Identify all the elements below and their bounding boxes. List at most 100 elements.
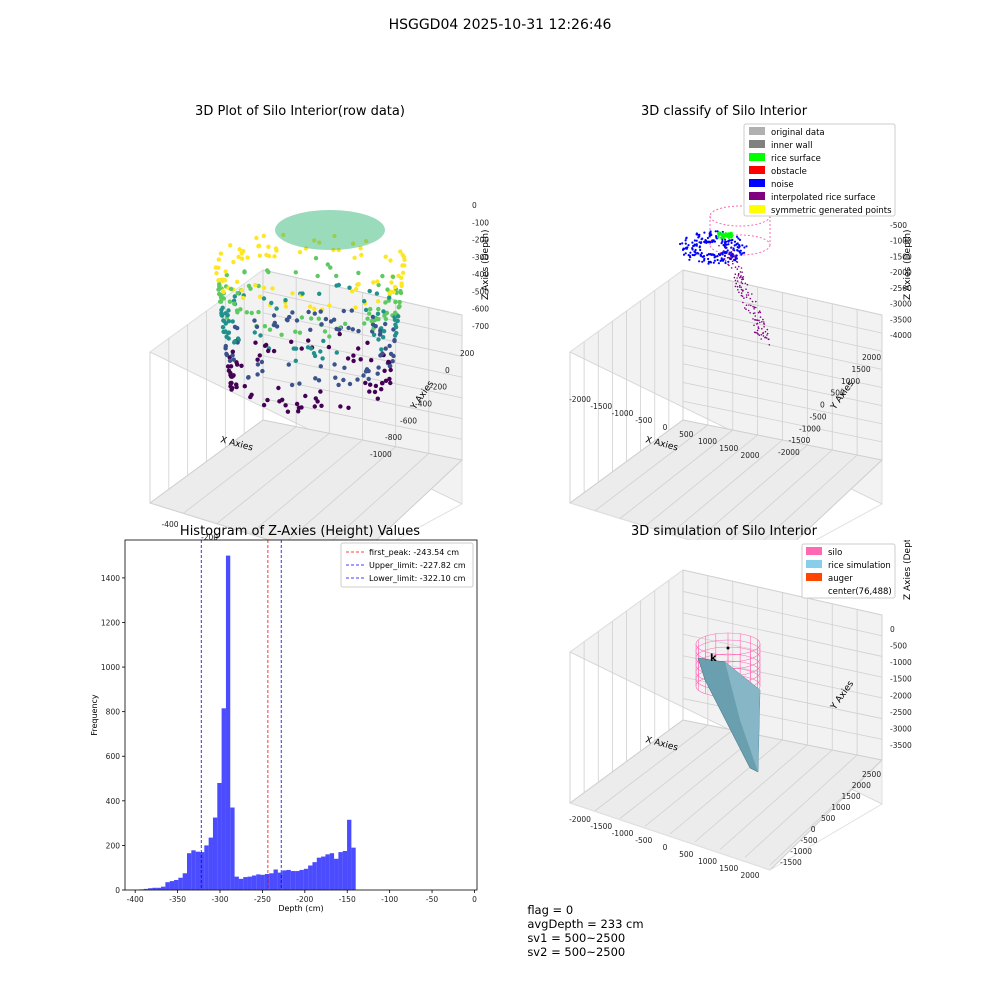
raw-data-point	[376, 337, 381, 342]
classify-interpolated-point	[760, 338, 762, 340]
raw-data-point	[267, 327, 273, 332]
raw-data-point	[249, 392, 254, 397]
raw-data-point	[351, 358, 356, 364]
classify-interpolated-point	[728, 252, 731, 254]
classify-interpolated-point	[742, 276, 745, 278]
classify-noise-point	[697, 252, 700, 255]
classify-noise-point	[740, 253, 743, 256]
classify-interpolated-point	[752, 312, 755, 315]
histogram-bar	[251, 875, 257, 890]
classify-interpolated-point	[749, 297, 752, 300]
raw-data-point	[252, 318, 257, 323]
histogram-legend: first_peak: -243.54 cm Upper_limit: -227.…	[340, 542, 474, 588]
raw-data-point	[261, 233, 266, 239]
raw-data-point	[370, 314, 376, 320]
simulation-legend-swatch	[806, 560, 822, 568]
classify-rice-point	[729, 235, 732, 238]
raw-data-point	[379, 347, 384, 352]
histogram-xlabel: Depth (cm)	[278, 904, 323, 913]
histogram-bar	[221, 708, 226, 890]
classify-interpolated-point	[741, 290, 744, 292]
raw-data-point	[235, 279, 240, 284]
raw-data-point	[256, 243, 262, 248]
classify-interpolated-point	[761, 328, 763, 330]
classify-noise-point	[691, 241, 694, 244]
raw-data-point	[270, 286, 275, 291]
raw-data-point	[223, 311, 228, 316]
raw-data-point	[343, 321, 348, 326]
classify-noise-point	[708, 232, 711, 235]
raw-data-point	[327, 303, 332, 308]
classify-interpolated-point	[752, 305, 754, 308]
classify-z-tick-label: -1000	[890, 237, 912, 246]
classify-interpolated-point	[747, 294, 750, 296]
classify-rice-point	[725, 234, 728, 237]
raw-data-point	[239, 256, 245, 261]
classify-noise-point	[684, 239, 687, 242]
histogram-bar	[217, 782, 222, 890]
raw-data-point	[392, 284, 398, 290]
classify-interpolated-point	[764, 330, 767, 333]
histogram-xtick-label: -300	[211, 895, 228, 904]
classify-interpolated-point	[748, 304, 750, 306]
raw-z-tick-label: -500	[472, 287, 489, 296]
classify-noise-point	[738, 238, 742, 241]
classify-interpolated-point	[734, 273, 737, 275]
simulation-x-tick-label: 0	[663, 843, 668, 852]
simulation-plot-title: 3D simulation of Silo Interior	[631, 524, 817, 539]
raw-z-tick-label: -300	[472, 253, 489, 262]
raw-data-point	[356, 346, 361, 351]
raw-3d-plot: -400-20002004002000-200-400-600-800-1000…	[148, 201, 491, 540]
classify-interpolated-point	[735, 282, 737, 285]
classify-interpolated-point	[740, 286, 742, 288]
classify-z-tick-label: -3500	[890, 315, 912, 324]
raw-data-point	[381, 335, 386, 340]
raw-data-point	[235, 290, 240, 296]
classify-noise-point	[709, 253, 712, 256]
raw-data-point	[371, 280, 376, 285]
raw-data-point	[358, 246, 363, 251]
classify-interpolated-point	[759, 316, 762, 318]
classify-interpolated-point	[732, 253, 735, 255]
histogram-legend-label: Lower_limit: -322.10 cm	[369, 574, 466, 583]
classify-interpolated-point	[739, 271, 742, 273]
classify-x-tick-label: -1000	[612, 409, 634, 418]
classify-noise-point	[737, 246, 740, 249]
raw-data-point	[338, 404, 343, 409]
classify-legend-label: obstacle	[771, 167, 807, 177]
raw-data-point	[387, 376, 392, 382]
simulation-z-tick-label: -2500	[890, 708, 912, 717]
classify-noise-point	[697, 233, 700, 236]
classify-x-tick-label: 500	[679, 430, 694, 439]
classify-noise-point	[700, 252, 703, 255]
raw-data-point	[402, 257, 407, 262]
raw-data-point	[376, 299, 381, 304]
classify-noise-point	[685, 247, 688, 250]
histogram-ytick-label: 400	[106, 797, 121, 806]
histogram-bar	[290, 871, 296, 890]
raw-data-point	[365, 316, 370, 321]
raw-data-point	[336, 382, 341, 388]
raw-data-point	[222, 278, 228, 283]
raw-data-point	[245, 255, 250, 260]
classify-noise-point	[723, 241, 727, 244]
raw-data-point	[315, 273, 320, 279]
raw-data-point	[230, 349, 235, 354]
classify-interpolated-point	[745, 296, 748, 298]
classify-x-tick-label: -2000	[569, 395, 591, 404]
simulation-legend-label: silo	[828, 548, 842, 558]
classify-legend-label: inner wall	[771, 141, 812, 151]
raw-data-point	[255, 372, 260, 377]
raw-data-point	[216, 257, 221, 262]
histogram-bar	[277, 872, 283, 890]
raw-data-point	[269, 300, 274, 306]
classify-interpolated-point	[727, 263, 729, 266]
raw-data-point	[388, 258, 393, 263]
raw-data-point	[262, 324, 268, 329]
classify-y-tick-label: 1500	[852, 365, 871, 374]
raw-data-point	[290, 310, 295, 315]
histogram-xtick-label: -150	[339, 895, 356, 904]
classify-noise-point	[698, 235, 701, 238]
raw-data-point	[232, 339, 237, 344]
raw-data-point	[389, 280, 394, 285]
